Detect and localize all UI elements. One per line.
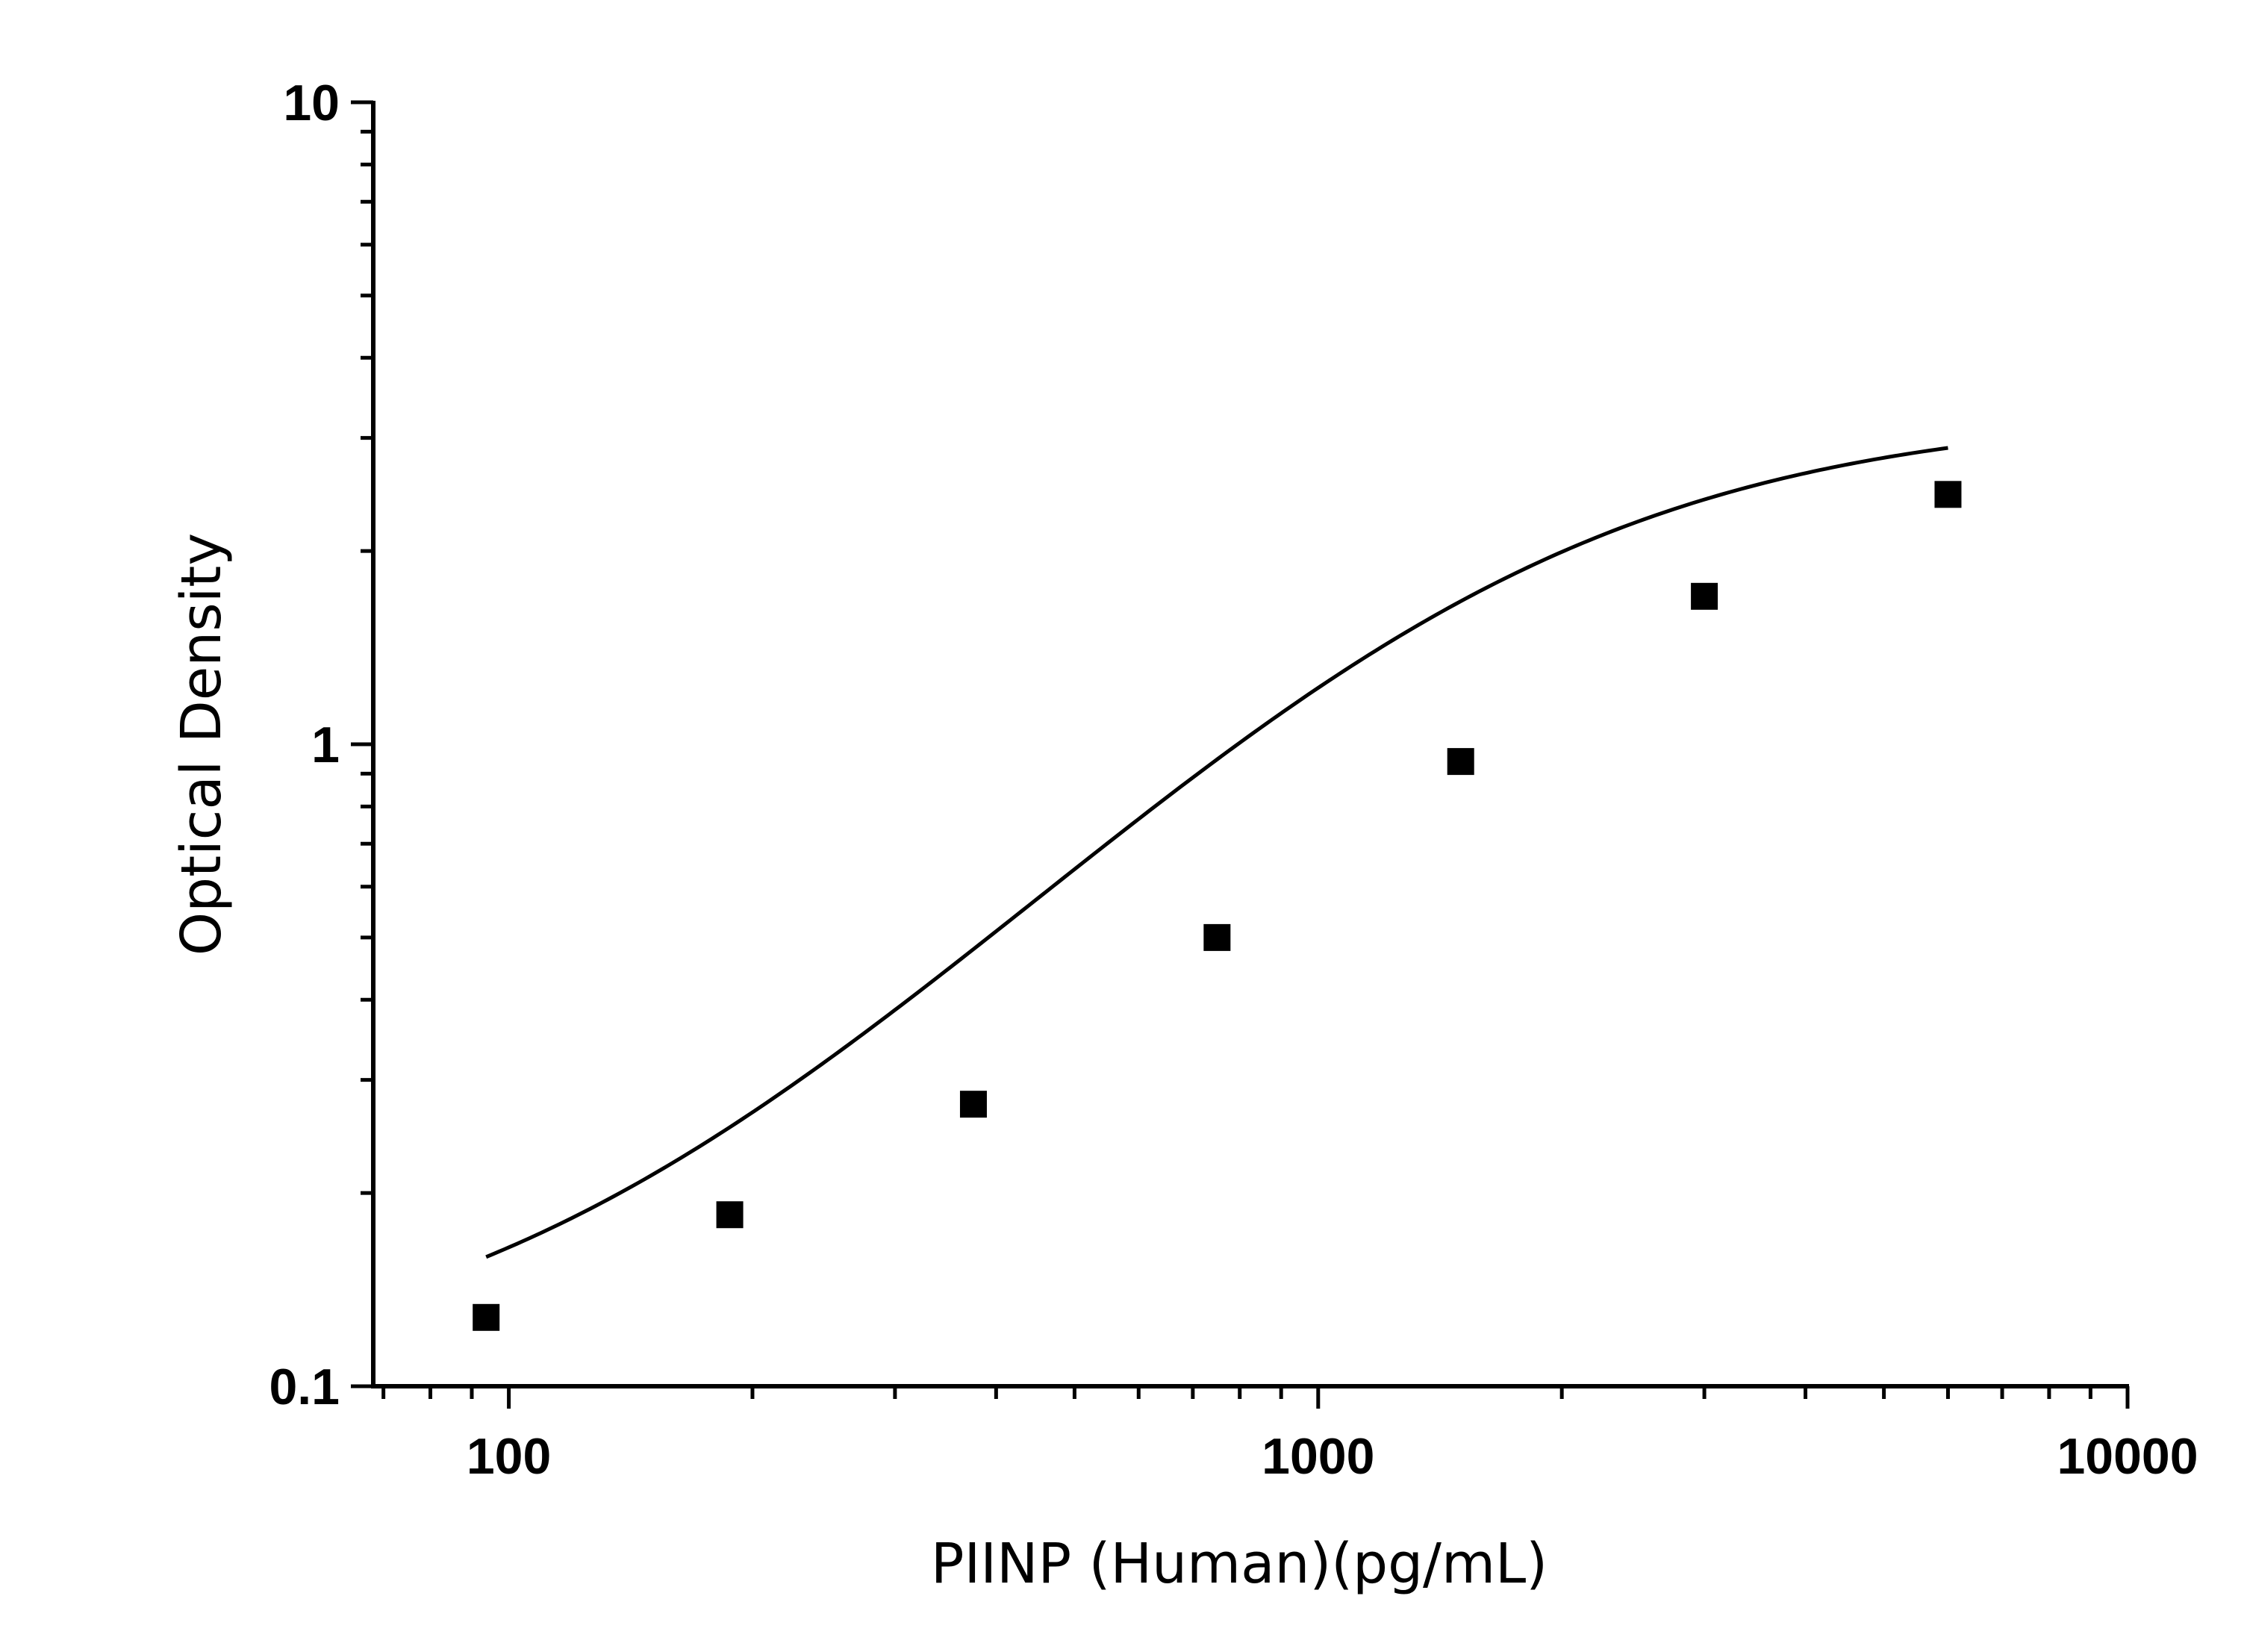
data-point (959, 1091, 987, 1118)
data-points-layer (473, 481, 1962, 1331)
y-axis-title: Optical Density (169, 533, 234, 956)
axes-layer: 0.1 1 10 100 1000 10000 (269, 75, 2198, 1485)
data-point (1447, 748, 1474, 776)
data-point (716, 1201, 744, 1229)
x-tick-label: 1000 (1262, 1428, 1374, 1485)
y-tick-label: 0.1 (269, 1359, 340, 1415)
data-point (1691, 582, 1718, 610)
fit-curve-layer (485, 446, 1948, 1259)
data-point (1934, 481, 1962, 508)
y-tick-label: 10 (283, 75, 340, 131)
data-point (473, 1303, 500, 1331)
data-point (1203, 923, 1231, 951)
fit-curve (485, 446, 1948, 1259)
x-tick-label: 10000 (2057, 1428, 2198, 1485)
x-tick-label: 100 (467, 1428, 551, 1485)
y-tick-label: 1 (311, 717, 340, 773)
x-axis-title: PIINP (Human)(pg/mL) (931, 1532, 1548, 1596)
